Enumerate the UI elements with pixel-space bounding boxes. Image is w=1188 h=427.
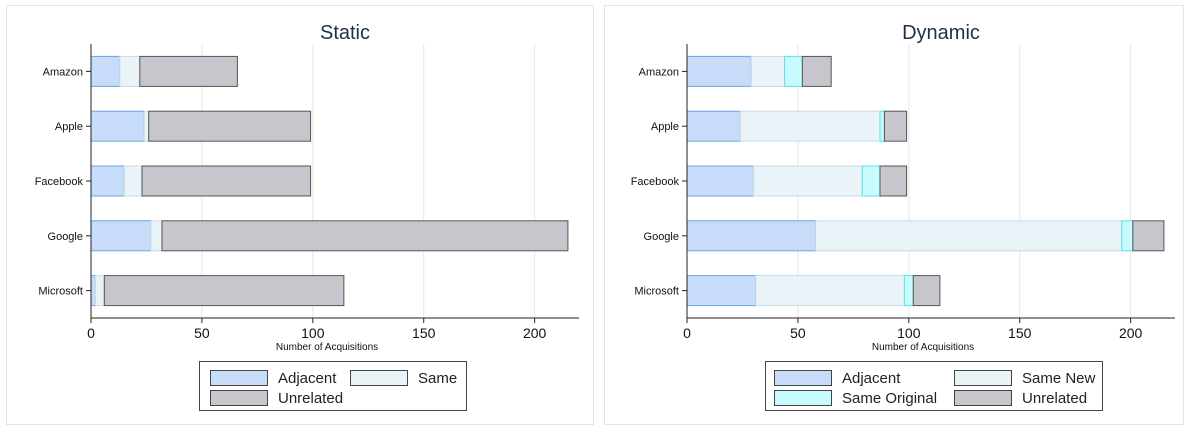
- dynamic-bar-google-same-new: [815, 220, 1123, 252]
- dynamic-xtick-label: 100: [897, 325, 921, 341]
- dynamic-legend-swatch-same-original: [774, 390, 832, 406]
- dynamic-bar-amazon-adjacent: [686, 55, 752, 87]
- static-bar-apple-unrelated: [148, 110, 312, 142]
- dynamic-xtick-label: 200: [1119, 325, 1143, 341]
- static-bar-google-same: [150, 220, 163, 252]
- dynamic-chart: Dynamic Amazon Apple Facebook Google Microsof…: [631, 22, 1175, 353]
- dynamic-bar-facebook-unrelated: [879, 165, 908, 197]
- dynamic-chart-title: Dynamic: [902, 22, 980, 44]
- dynamic-bar-facebook-same-new: [753, 165, 863, 197]
- static-chart-title: Static: [320, 22, 370, 44]
- dynamic-bar-google-adjacent: [686, 220, 817, 252]
- static-legend-item-same: Same: [350, 368, 457, 388]
- dynamic-legend-item-adjacent: Adjacent: [774, 368, 900, 388]
- static-chart: Static Amazon Apple Facebook Google Microsoft…: [35, 22, 579, 353]
- static-category-label: Amazon: [43, 66, 83, 78]
- dynamic-bar-facebook-same-original: [861, 165, 881, 197]
- dynamic-category-label: Microsoft: [634, 286, 679, 298]
- static-x-axis-title: Number of Acquisitions: [276, 342, 378, 353]
- static-category-label: Microsoft: [38, 286, 83, 298]
- static-xtick-label: 50: [194, 325, 210, 341]
- static-bar-microsoft-adjacent: [90, 275, 96, 307]
- dynamic-category-label: Google: [644, 231, 679, 243]
- dynamic-bar-apple-same-original: [879, 110, 885, 142]
- dynamic-bar-google-unrelated: [1132, 220, 1165, 252]
- static-legend-item-unrelated: Unrelated: [210, 388, 343, 408]
- dynamic-legend-label-adjacent: Adjacent: [842, 369, 901, 387]
- static-category-label: Apple: [55, 121, 83, 133]
- dynamic-legend-swatch-adjacent: [774, 370, 832, 386]
- dynamic-legend-item-same-original: Same Original: [774, 388, 937, 408]
- static-bar-apple-adjacent: [90, 110, 145, 142]
- dynamic-legend-label-unrelated: Unrelated: [1022, 389, 1088, 407]
- static-bar-microsoft-unrelated: [103, 275, 345, 307]
- dynamic-bar-apple-adjacent: [686, 110, 741, 142]
- dynamic-category-label: Facebook: [631, 176, 680, 188]
- static-bar-amazon-adjacent: [90, 55, 121, 87]
- static-bar-facebook-same: [123, 165, 143, 197]
- dynamic-legend-item-same-new: Same New: [954, 368, 1095, 388]
- static-category-label: Facebook: [35, 176, 84, 188]
- static-legend-label-adjacent: Adjacent: [278, 369, 337, 387]
- static-legend-swatch-same: [350, 370, 408, 386]
- dynamic-xtick-label: 150: [1008, 325, 1032, 341]
- static-xtick-label: 100: [301, 325, 325, 341]
- dynamic-bar-apple-same-new: [739, 110, 881, 142]
- dynamic-legend-label-same-original: Same Original: [842, 389, 938, 407]
- static-xtick-label: 200: [523, 325, 547, 341]
- dynamic-bar-microsoft-same-original: [903, 275, 914, 307]
- static-bar-google-unrelated: [161, 220, 569, 252]
- dynamic-xtick-label: 0: [683, 325, 691, 341]
- static-bar-apple-same: [143, 110, 150, 142]
- dynamic-bar-amazon-same-new: [750, 55, 786, 87]
- dynamic-x-axis-title: Number of Acquisitions: [872, 342, 974, 353]
- dynamic-chart-panel: Dynamic Amazon Apple Facebook Google Microsof…: [604, 5, 1184, 425]
- static-bar-microsoft-same: [94, 275, 105, 307]
- static-chart-panel: Static Amazon Apple Facebook Google Microsoft…: [6, 5, 594, 425]
- static-xtick-label: 150: [412, 325, 436, 341]
- static-bar-facebook-unrelated: [141, 165, 312, 197]
- static-legend-swatch-unrelated: [210, 390, 268, 406]
- dynamic-bar-microsoft-same-new: [755, 275, 905, 307]
- dynamic-legend: Adjacent Same New Same Original Unrelated: [765, 361, 1103, 411]
- static-bar-facebook-adjacent: [90, 165, 125, 197]
- static-category-label: Google: [48, 231, 83, 243]
- dynamic-category-label: Amazon: [639, 66, 679, 78]
- dynamic-bar-apple-unrelated: [883, 110, 908, 142]
- static-xtick-label: 0: [87, 325, 95, 341]
- dynamic-legend-swatch-same-new: [954, 370, 1012, 386]
- static-bar-google-adjacent: [90, 220, 152, 252]
- static-legend-item-adjacent: Adjacent: [210, 368, 336, 388]
- dynamic-legend-swatch-unrelated: [954, 390, 1012, 406]
- dynamic-legend-item-unrelated: Unrelated: [954, 388, 1087, 408]
- dynamic-xtick-label: 50: [790, 325, 806, 341]
- dynamic-bar-google-same-original: [1121, 220, 1134, 252]
- static-legend-label-same: Same: [418, 369, 458, 387]
- dynamic-bar-amazon-same-original: [784, 55, 803, 87]
- static-legend-swatch-adjacent: [210, 370, 268, 386]
- dynamic-legend-label-same-new: Same New: [1022, 369, 1096, 387]
- static-legend: Adjacent Same Unrelated: [199, 361, 467, 411]
- static-bar-amazon-unrelated: [139, 55, 238, 87]
- static-bar-amazon-same: [119, 55, 141, 87]
- dynamic-bar-amazon-unrelated: [801, 55, 832, 87]
- dynamic-category-label: Apple: [651, 121, 679, 133]
- dynamic-bar-facebook-adjacent: [686, 165, 755, 197]
- dynamic-bar-microsoft-unrelated: [912, 275, 941, 307]
- static-legend-label-unrelated: Unrelated: [278, 389, 344, 407]
- dynamic-bar-microsoft-adjacent: [686, 275, 757, 307]
